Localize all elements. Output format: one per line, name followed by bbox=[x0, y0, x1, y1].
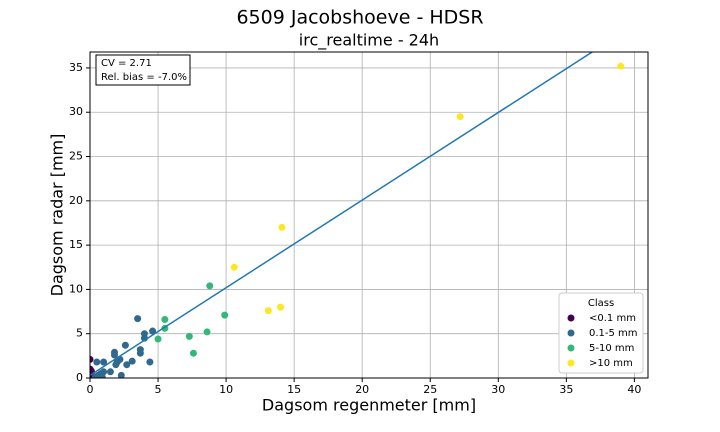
point bbox=[278, 223, 286, 231]
chart-subtitle: irc_realtime - 24h bbox=[299, 31, 439, 51]
x-tick-label: 10 bbox=[219, 383, 233, 396]
y-tick-label: 35 bbox=[69, 61, 83, 74]
point bbox=[128, 357, 136, 365]
point bbox=[112, 361, 120, 369]
plot-frame bbox=[89, 51, 649, 379]
y-tick-label: 25 bbox=[69, 150, 83, 163]
annotation-box bbox=[95, 54, 191, 86]
chart-title: 6509 Jacobshoeve - HDSR bbox=[236, 7, 483, 29]
y-tick-label: 30 bbox=[69, 105, 83, 118]
point bbox=[185, 332, 193, 340]
point bbox=[123, 361, 131, 369]
fit-line bbox=[90, 52, 593, 376]
point bbox=[154, 335, 162, 343]
point bbox=[100, 358, 108, 366]
legend-marker bbox=[567, 329, 575, 337]
point bbox=[106, 368, 114, 376]
point bbox=[230, 263, 238, 271]
x-tick-label: 40 bbox=[627, 383, 641, 396]
legend-box bbox=[558, 292, 644, 374]
y-axis-label: Dagsom radar [mm] bbox=[48, 134, 67, 297]
point bbox=[100, 368, 108, 376]
point bbox=[203, 328, 211, 336]
point bbox=[91, 373, 99, 378]
annotation: Rel. bias = -7.0% bbox=[101, 72, 187, 83]
x-tick-label: 5 bbox=[155, 383, 162, 396]
legend-title: Class bbox=[588, 298, 614, 309]
x-tick-label: 0 bbox=[87, 383, 94, 396]
point bbox=[264, 307, 272, 315]
y-tick-label: 10 bbox=[69, 282, 83, 295]
legend-label: >10 mm bbox=[589, 358, 633, 369]
x-tick-label: 30 bbox=[491, 383, 505, 396]
y-tick-label: 5 bbox=[76, 327, 83, 340]
point bbox=[90, 355, 94, 363]
x-tick-label: 35 bbox=[559, 383, 573, 396]
legend-marker bbox=[567, 344, 575, 352]
point bbox=[121, 341, 129, 349]
y-tick-label: 15 bbox=[69, 238, 83, 251]
x-tick-label: 15 bbox=[287, 383, 301, 396]
point bbox=[136, 349, 144, 357]
point bbox=[149, 327, 157, 335]
legend-marker bbox=[567, 359, 575, 367]
legend-marker bbox=[567, 314, 575, 322]
point bbox=[146, 358, 154, 366]
point bbox=[456, 113, 464, 121]
point bbox=[221, 311, 229, 319]
annotation: CV = 2.71 bbox=[101, 58, 152, 69]
point bbox=[161, 316, 169, 324]
x-tick-label: 25 bbox=[423, 383, 437, 396]
legend-label: <0.1 mm bbox=[589, 313, 636, 324]
x-tick-label: 20 bbox=[355, 383, 369, 396]
point bbox=[134, 315, 142, 323]
y-tick-label: 0 bbox=[76, 371, 83, 384]
point bbox=[277, 303, 285, 311]
point bbox=[93, 358, 101, 366]
x-axis-label: Dagsom regenmeter [mm] bbox=[262, 396, 476, 415]
point bbox=[617, 62, 625, 70]
point bbox=[206, 282, 214, 290]
legend-label: 5-10 mm bbox=[589, 343, 634, 354]
point bbox=[110, 351, 118, 359]
point bbox=[189, 349, 197, 357]
y-tick-label: 20 bbox=[69, 194, 83, 207]
point bbox=[117, 371, 125, 378]
point bbox=[98, 373, 106, 378]
legend-label: 0.1-5 mm bbox=[589, 328, 638, 339]
